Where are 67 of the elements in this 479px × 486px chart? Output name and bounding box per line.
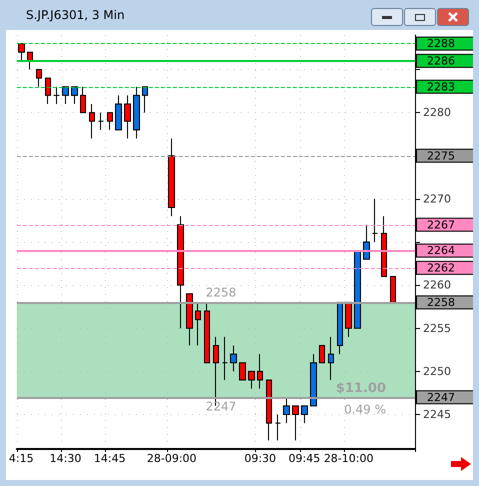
candlestick	[310, 354, 317, 406]
x-tick-label: 14:45	[94, 452, 126, 465]
candlestick	[266, 380, 272, 441]
candlestick	[142, 86, 148, 114]
candlestick	[363, 224, 370, 260]
ref-line-label: 2288	[427, 37, 455, 50]
ref-line-label: 2258	[427, 296, 455, 309]
candlestick	[239, 362, 246, 380]
candlestick	[230, 345, 237, 372]
candlestick	[390, 276, 396, 303]
candlestick	[36, 69, 42, 88]
y-tick-label: 2260	[423, 278, 451, 292]
candlestick	[177, 216, 184, 329]
candlestick	[301, 405, 308, 424]
candlestick	[195, 302, 201, 346]
candlestick	[248, 370, 255, 390]
ref-line-label: 2247	[427, 390, 455, 404]
candlestick	[133, 86, 140, 139]
candlestick	[204, 302, 210, 364]
ref-line-label: 2283	[427, 80, 455, 94]
ref-line-label: 2262	[427, 261, 455, 274]
y-tick-label: 2255	[423, 322, 451, 335]
chart-title: S.JP.J6301, 3 Min	[26, 8, 125, 22]
annotation: 2247	[206, 399, 236, 414]
candlestick	[53, 86, 60, 104]
candlestick	[354, 250, 361, 329]
y-tick-label: 2270	[423, 192, 451, 206]
annotation: $11.00	[336, 380, 386, 396]
ref-line-label: 2286	[427, 54, 455, 68]
candlestick	[186, 293, 193, 346]
annotation: 2258	[206, 285, 236, 300]
candlestick	[275, 414, 281, 441]
candlestick	[45, 78, 51, 104]
candlestick	[222, 336, 228, 380]
y-tick-label: 2250	[423, 364, 451, 378]
x-tick-label: 28-10:00	[324, 452, 374, 465]
candlestick	[80, 86, 86, 114]
x-tick-label: 14:30	[50, 452, 82, 465]
candlestick	[62, 86, 69, 104]
x-tick-label: 09:45	[288, 452, 320, 465]
candlestick	[89, 104, 95, 139]
candlestick	[124, 94, 131, 139]
ref-line-label: 2275	[427, 149, 455, 162]
candlestick	[345, 302, 352, 338]
candlestick	[283, 396, 290, 424]
candlestick	[337, 302, 343, 355]
candlestick	[107, 112, 113, 130]
x-tick-label: 4:15	[8, 452, 34, 465]
candlestick	[71, 86, 78, 104]
ref-line-label: 2267	[427, 218, 455, 232]
candlestick	[18, 43, 25, 62]
x-tick-label: 09:30	[244, 452, 276, 465]
candlestick	[115, 94, 122, 130]
candlestick	[168, 138, 175, 217]
candlestick	[319, 345, 325, 364]
candlestick	[292, 405, 299, 441]
candlestick	[381, 216, 387, 277]
candlestick	[372, 198, 378, 242]
candlestick	[328, 336, 334, 380]
x-tick-label: 28-09:00	[146, 452, 197, 465]
y-tick-label: 2245	[423, 408, 451, 421]
candlestick	[27, 52, 33, 70]
y-tick-label: 2280	[423, 106, 451, 120]
candlestick	[98, 112, 104, 130]
ref-line-label: 2264	[427, 244, 455, 258]
candlestick	[257, 354, 263, 390]
annotation: 0.49 %	[344, 402, 386, 416]
